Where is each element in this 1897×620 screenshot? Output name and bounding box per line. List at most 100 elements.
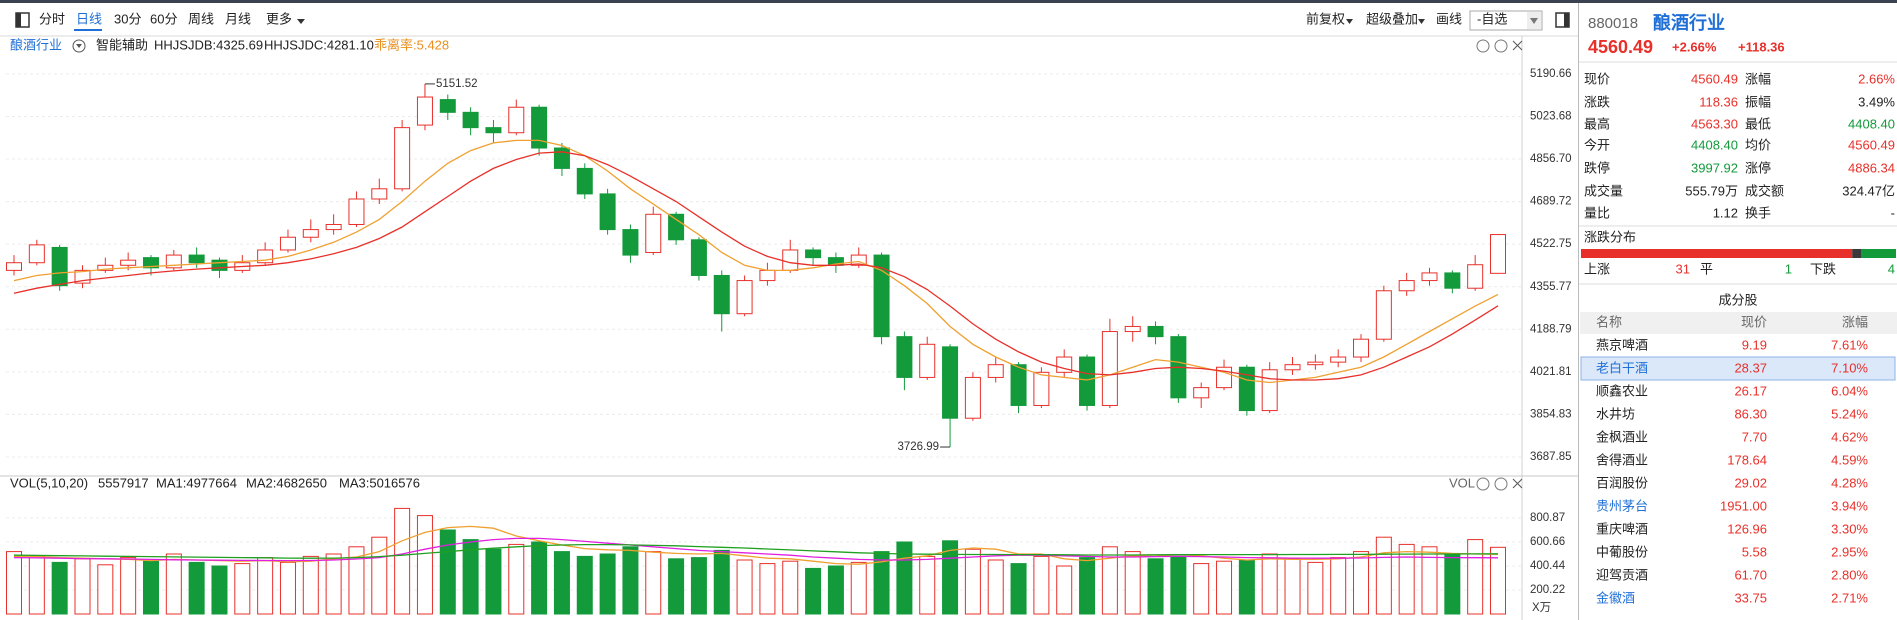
candle-body bbox=[805, 249, 822, 259]
candle-body bbox=[188, 254, 205, 264]
stat-value: 4563.30 bbox=[1691, 116, 1738, 131]
y-tick-label: 400.44 bbox=[1530, 560, 1566, 572]
candle-body bbox=[1444, 272, 1461, 289]
y-tick-label: 5023.68 bbox=[1530, 111, 1572, 123]
stat-label: 成交额 bbox=[1745, 183, 1784, 198]
stock-name-cell[interactable]: 水井坊 bbox=[1596, 406, 1635, 421]
stock-name-cell[interactable]: 百润股份 bbox=[1596, 475, 1648, 490]
indicator: 乖离率:5.428 bbox=[374, 37, 449, 52]
settings-icon[interactable] bbox=[1476, 477, 1490, 491]
stock-name-cell[interactable]: 金徽酒 bbox=[1596, 590, 1635, 605]
volume-bar bbox=[1284, 558, 1301, 615]
close-icon[interactable] bbox=[1512, 40, 1523, 51]
distribution-label: 上涨 bbox=[1584, 261, 1610, 276]
candle-body bbox=[553, 147, 570, 169]
candle-body bbox=[439, 99, 456, 113]
toolbar-tab[interactable]: 月线 bbox=[225, 11, 251, 26]
candle-body bbox=[1124, 325, 1141, 333]
stock-name-cell[interactable]: 顺鑫农业 bbox=[1596, 383, 1648, 398]
stock-name-cell[interactable]: 迎驾贡酒 bbox=[1596, 567, 1648, 582]
candle-body bbox=[576, 167, 593, 195]
close-icon[interactable] bbox=[1512, 478, 1523, 489]
stat-value: 555.79万 bbox=[1685, 183, 1738, 198]
volume-bar bbox=[1079, 557, 1096, 615]
candle-body bbox=[987, 364, 1004, 378]
panel-icon-fill bbox=[1564, 13, 1569, 27]
top-strip bbox=[0, 0, 1897, 3]
quote-cell: 7.10% bbox=[1831, 360, 1868, 375]
help-icon[interactable] bbox=[1494, 477, 1508, 491]
volume-bar bbox=[759, 563, 776, 615]
stock-name-cell[interactable]: 燕京啤酒 bbox=[1596, 337, 1648, 352]
stock-name-cell[interactable]: 重庆啤酒 bbox=[1596, 521, 1648, 536]
volume-bar bbox=[736, 559, 753, 615]
stat-value: 4408.40 bbox=[1848, 116, 1895, 131]
help-icon[interactable] bbox=[1494, 39, 1508, 53]
candle-body bbox=[942, 346, 959, 419]
candle-body bbox=[51, 246, 68, 287]
candle-body bbox=[1490, 234, 1506, 274]
quote-cell: 29.02 bbox=[1734, 475, 1767, 490]
layout-icon-fill bbox=[16, 13, 21, 27]
distribution-bar bbox=[1852, 249, 1861, 258]
toolbar-button[interactable]: 超级叠加 bbox=[1366, 11, 1418, 26]
quote-cell: 61.70 bbox=[1734, 567, 1767, 582]
volume-total: 5557917 bbox=[98, 475, 149, 490]
row-highlight bbox=[1580, 356, 1896, 381]
volume-bar bbox=[211, 565, 228, 615]
candle-body bbox=[1101, 331, 1118, 406]
legend-entry: MA1:4977664 bbox=[156, 475, 237, 490]
quote-cell: 7.61% bbox=[1831, 337, 1868, 352]
y-tick-label: 4188.79 bbox=[1530, 323, 1572, 335]
chart-title: VOL(5,10,20) bbox=[10, 475, 88, 490]
volume-bar bbox=[576, 555, 593, 615]
assist-icon[interactable] bbox=[72, 39, 86, 53]
stat-value: 1.12 bbox=[1713, 205, 1738, 220]
volume-bar bbox=[1216, 560, 1233, 615]
volume-bar bbox=[942, 540, 959, 615]
stock-name-cell[interactable]: 贵州茅台 bbox=[1596, 498, 1648, 513]
toolbar-button[interactable]: 画线 bbox=[1436, 11, 1462, 26]
quote-cell: 33.75 bbox=[1734, 590, 1767, 605]
watchlist-box[interactable] bbox=[1469, 10, 1543, 31]
candle-body bbox=[142, 257, 159, 269]
stat-label: 量比 bbox=[1584, 205, 1610, 220]
volume-bar bbox=[782, 560, 799, 615]
toolbar-tab[interactable]: 分时 bbox=[39, 11, 65, 26]
toolbar-button[interactable]: -自选 bbox=[1477, 11, 1507, 26]
volume-bar bbox=[1353, 551, 1370, 615]
y-tick-label: 3687.85 bbox=[1530, 451, 1572, 463]
distribution-count: 1 bbox=[1785, 261, 1792, 276]
stat-value: 4560.49 bbox=[1848, 137, 1895, 152]
candle-body bbox=[1056, 356, 1073, 373]
candle-body bbox=[1284, 364, 1301, 371]
assist-label[interactable]: 智能辅助 bbox=[96, 37, 148, 52]
toolbar-tab[interactable]: 周线 bbox=[188, 11, 214, 26]
distribution-label: 平 bbox=[1700, 261, 1713, 276]
stock-name-cell[interactable]: 舍得酒业 bbox=[1596, 452, 1648, 467]
ma-line bbox=[13, 151, 1499, 381]
toolbar-tab[interactable]: 60分 bbox=[150, 11, 177, 26]
stock-name-cell[interactable]: 金枫酒业 bbox=[1596, 429, 1648, 444]
settings-icon[interactable] bbox=[1476, 39, 1490, 53]
toolbar-tab[interactable]: 更多 bbox=[266, 11, 292, 26]
stock-name-cell[interactable]: 老白干酒 bbox=[1596, 360, 1648, 375]
toolbar-tab[interactable]: 日线 bbox=[76, 11, 102, 26]
toolbar-tab[interactable]: 30分 bbox=[114, 11, 141, 26]
volume-bar bbox=[485, 548, 502, 615]
volume-bar bbox=[805, 567, 822, 615]
volume-bar bbox=[1444, 553, 1461, 615]
y-tick-label: 800.87 bbox=[1530, 512, 1565, 524]
distribution-count: 31 bbox=[1676, 261, 1690, 276]
y-tick-label: 4856.70 bbox=[1530, 153, 1572, 165]
volume-bar bbox=[188, 561, 205, 615]
volume-bar bbox=[896, 541, 913, 615]
quote-cell: 2.95% bbox=[1831, 544, 1868, 559]
ma-line bbox=[13, 543, 1499, 559]
assist-arrow bbox=[76, 44, 82, 48]
toolbar-button[interactable]: 前复权 bbox=[1306, 11, 1345, 26]
quote-cell: 26.17 bbox=[1734, 383, 1767, 398]
stock-name-cell[interactable]: 中葡股份 bbox=[1596, 544, 1648, 559]
candle-body bbox=[1330, 356, 1347, 363]
